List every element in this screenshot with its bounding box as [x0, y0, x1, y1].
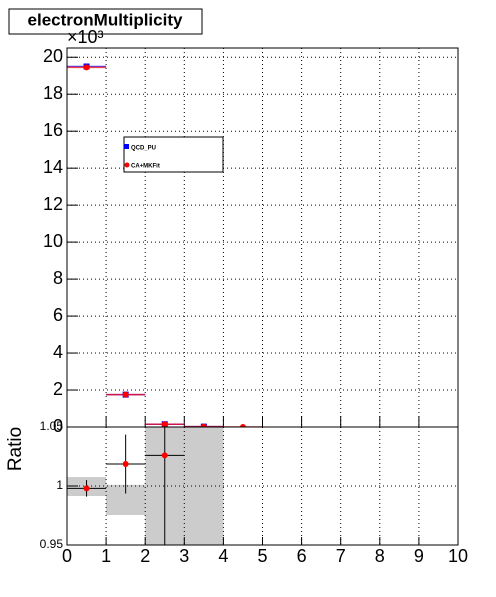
frame-bg — [67, 48, 458, 427]
ratio-point — [122, 461, 129, 468]
y-axis-label: Ratio — [5, 427, 26, 471]
y-tick-label: 1.05 — [40, 419, 64, 433]
marker — [83, 64, 90, 71]
marker — [239, 423, 246, 427]
main-pad: 0 2 4 6 8 10 12 14 16 18 20 QCD_PU CA+MKFit — [43, 46, 459, 436]
ratio-point — [161, 452, 168, 459]
y-tick-label: 0.95 — [40, 537, 64, 551]
marker — [200, 423, 207, 427]
x-tick-label: 8 — [375, 546, 385, 566]
x-tick-label: 0 — [62, 546, 72, 566]
y-tick-label: 6 — [53, 305, 63, 325]
x-tick-label: 1 — [101, 546, 111, 566]
y-tick-label: 18 — [43, 83, 63, 103]
frame — [66, 47, 459, 428]
y-tick-label: 0 — [53, 416, 63, 436]
x-tick-label: 9 — [414, 546, 424, 566]
y-tick-label: 8 — [53, 268, 63, 288]
uncertainty-band — [145, 427, 224, 545]
ratio-pad: 0 1 2 3 4 5 6 7 8 9 10 0.95 1 1.05 — [40, 419, 468, 566]
y-tick-label: 1 — [56, 478, 63, 492]
x-tick-label: 2 — [140, 546, 150, 566]
x-tick-label: 10 — [448, 546, 468, 566]
x-tick-label: 7 — [336, 546, 346, 566]
y-tick-label: 10 — [43, 231, 63, 251]
plot-area — [67, 427, 224, 545]
legend-label: QCD_PU — [131, 146, 156, 152]
y-tick-label: 12 — [43, 194, 63, 214]
marker — [122, 391, 129, 398]
marker — [161, 421, 168, 427]
legend-label: CA+MKFit — [131, 164, 160, 170]
chart-title: electronMultiplicity — [28, 10, 183, 29]
y-tick-label: 4 — [53, 342, 63, 362]
y-tick-label: 2 — [53, 379, 63, 399]
y-tick-label: 20 — [43, 46, 63, 66]
axis-exponent: ×10³ — [67, 27, 104, 47]
legend-marker — [124, 144, 129, 149]
x-tick-label: 4 — [218, 546, 228, 566]
legend-marker — [124, 162, 130, 168]
title-box — [8, 8, 203, 35]
ratio-point — [83, 485, 90, 492]
x-tick-label: 5 — [257, 546, 267, 566]
x-tick-label: 6 — [297, 546, 307, 566]
legend: QCD_PU CA+MKFit — [123, 136, 224, 173]
y-tick-label: 14 — [43, 157, 63, 177]
y-tick-label: 16 — [43, 120, 63, 140]
legend-box — [123, 136, 224, 173]
x-tick-label: 3 — [179, 546, 189, 566]
